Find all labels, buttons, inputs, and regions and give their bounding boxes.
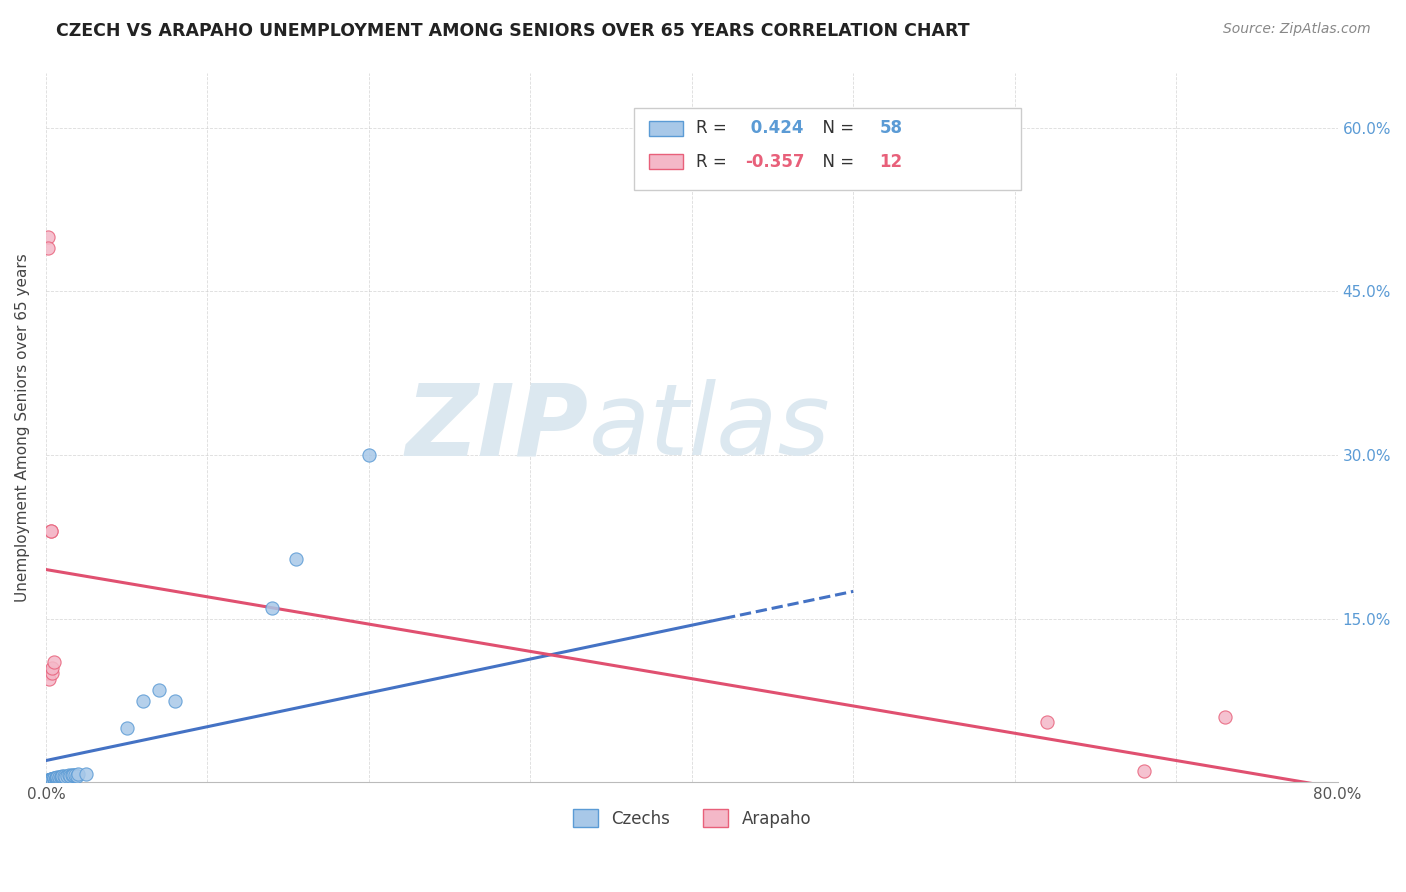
Point xyxy=(45,772,67,786)
Point xyxy=(37,241,59,255)
Point xyxy=(1133,764,1156,779)
Point xyxy=(39,774,62,789)
Text: R =: R = xyxy=(696,153,733,170)
Point xyxy=(39,773,62,788)
Point xyxy=(41,773,63,788)
Point xyxy=(45,771,67,785)
Point xyxy=(48,770,70,784)
Text: Source: ZipAtlas.com: Source: ZipAtlas.com xyxy=(1223,22,1371,37)
Text: N =: N = xyxy=(813,153,860,170)
Point xyxy=(37,229,59,244)
Point xyxy=(53,770,76,784)
Text: R =: R = xyxy=(696,120,733,137)
Text: ZIP: ZIP xyxy=(405,379,589,476)
Point xyxy=(285,551,308,566)
Point xyxy=(37,773,59,788)
Point xyxy=(37,774,59,789)
Point xyxy=(66,769,89,783)
Point xyxy=(37,774,59,789)
Point xyxy=(45,771,67,785)
Text: CZECH VS ARAPAHO UNEMPLOYMENT AMONG SENIORS OVER 65 YEARS CORRELATION CHART: CZECH VS ARAPAHO UNEMPLOYMENT AMONG SENI… xyxy=(56,22,970,40)
Text: -0.357: -0.357 xyxy=(745,153,804,170)
Point xyxy=(42,772,65,786)
Point xyxy=(41,772,63,786)
Point xyxy=(58,768,80,782)
Point xyxy=(1036,715,1059,730)
Point xyxy=(39,774,62,789)
Point xyxy=(1213,710,1236,724)
Point xyxy=(115,721,138,735)
Point xyxy=(260,600,283,615)
FancyBboxPatch shape xyxy=(650,120,683,136)
Point xyxy=(39,773,62,788)
Point xyxy=(63,768,86,782)
Point xyxy=(39,524,62,539)
Point xyxy=(38,672,60,686)
Point xyxy=(46,770,69,784)
Point xyxy=(51,770,73,784)
FancyBboxPatch shape xyxy=(634,109,1021,190)
Point xyxy=(46,771,69,785)
Point xyxy=(41,772,63,786)
Point xyxy=(49,770,72,784)
Point xyxy=(49,770,72,784)
Point xyxy=(357,448,380,462)
Point xyxy=(75,766,97,780)
Point xyxy=(41,661,63,675)
Point xyxy=(37,774,59,789)
Point xyxy=(37,666,59,681)
Point xyxy=(51,769,73,783)
Point xyxy=(42,655,65,669)
Text: atlas: atlas xyxy=(589,379,830,476)
Point xyxy=(39,774,62,789)
Point xyxy=(132,693,155,707)
Point xyxy=(67,766,90,780)
Point xyxy=(42,772,65,786)
Point xyxy=(37,773,59,788)
Point xyxy=(41,666,63,681)
Point xyxy=(62,768,84,782)
Point xyxy=(39,772,62,786)
Point xyxy=(52,769,75,783)
FancyBboxPatch shape xyxy=(650,153,683,169)
Point xyxy=(148,682,170,697)
Point xyxy=(41,773,63,788)
Legend: Czechs, Arapaho: Czechs, Arapaho xyxy=(565,803,818,834)
Point xyxy=(38,774,60,789)
Point xyxy=(38,774,60,789)
Point xyxy=(39,772,62,786)
Point xyxy=(46,771,69,785)
Point xyxy=(38,773,60,788)
Point xyxy=(38,773,60,788)
Point xyxy=(37,774,59,789)
Text: N =: N = xyxy=(813,120,860,137)
Point xyxy=(39,524,62,539)
Point xyxy=(48,771,70,785)
Point xyxy=(42,771,65,785)
Text: 58: 58 xyxy=(880,120,903,137)
Point xyxy=(42,771,65,785)
Point xyxy=(38,774,60,789)
Point xyxy=(39,772,62,786)
Text: 0.424: 0.424 xyxy=(745,120,804,137)
Y-axis label: Unemployment Among Seniors over 65 years: Unemployment Among Seniors over 65 years xyxy=(15,253,30,602)
Point xyxy=(60,768,83,782)
Text: 12: 12 xyxy=(880,153,903,170)
Point xyxy=(56,769,79,783)
Point xyxy=(165,693,187,707)
Point xyxy=(59,769,82,783)
Point xyxy=(45,771,67,785)
